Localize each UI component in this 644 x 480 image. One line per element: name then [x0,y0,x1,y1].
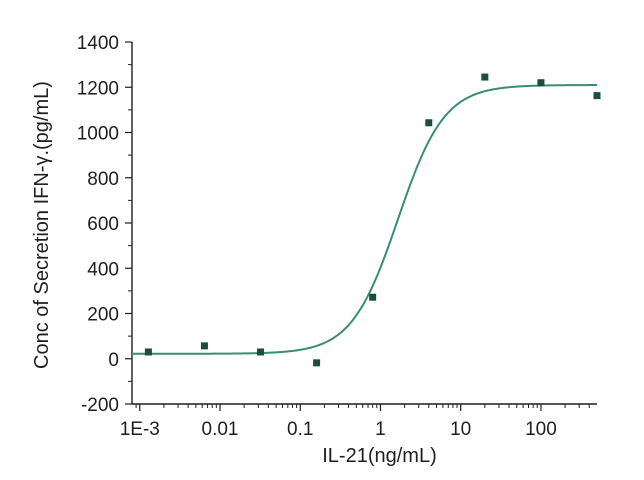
x-tick-label: 0.1 [287,419,313,440]
y-axis-title: Conc of Secretion IFN-γ.(pg/mL) [31,81,53,369]
data-point-2 [257,348,265,356]
y-tick-label: 600 [87,214,119,235]
data-point-5 [425,119,433,127]
x-axis-title: IL-21(ng/mL) [322,445,437,467]
data-point-3 [313,359,321,367]
data-point-0 [144,348,152,356]
y-tick-label: 400 [87,259,119,280]
fit-curve-line [132,84,597,355]
y-tick-label: 800 [87,169,119,190]
data-point-7 [537,79,545,87]
x-tick-label: 0.01 [202,419,239,440]
data-point-8 [593,92,601,100]
y-tick-label: 200 [87,305,119,326]
data-point-4 [369,293,377,301]
y-tick-label: 0 [108,350,119,371]
x-tick-label: 100 [525,419,557,440]
y-tick-label: -200 [81,395,119,416]
data-point-6 [481,73,489,81]
x-tick-label: 1E-3 [120,419,160,440]
y-tick-label: 1000 [77,124,119,145]
x-tick-label: 1 [375,419,386,440]
y-tick-label: 1400 [77,33,119,54]
x-tick-label: 10 [450,419,471,440]
data-point-1 [200,342,208,350]
y-tick-label: 1200 [77,78,119,99]
